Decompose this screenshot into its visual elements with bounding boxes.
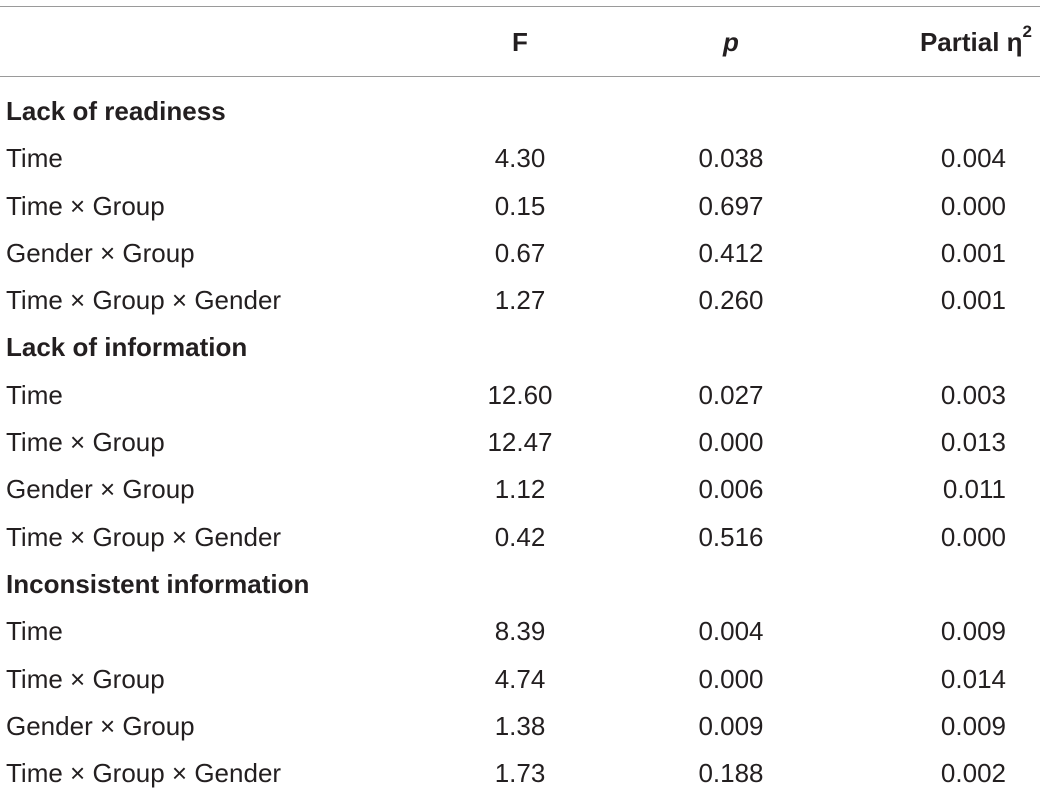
row-f: 1.73 <box>494 758 546 789</box>
row-label: Time × Group × Gender <box>6 521 282 552</box>
table-row: Time 12.60 0.027 0.003 <box>0 373 1040 420</box>
row-label: Gender × Group <box>6 710 195 741</box>
table-row: Time × Group × Gender 1.73 0.188 0.002 <box>0 751 1040 798</box>
row-f: 12.47 <box>487 427 553 458</box>
table-row: Time 8.39 0.004 0.009 <box>0 609 1040 656</box>
header-eta-base: Partial η <box>919 27 1023 57</box>
table-row: Time × Group 4.74 0.000 0.014 <box>0 657 1040 704</box>
header-p: p <box>723 27 739 57</box>
table-row: Gender × Group 1.38 0.009 0.009 <box>0 704 1040 751</box>
row-f: 4.74 <box>494 663 546 694</box>
section-title: Inconsistent information <box>6 568 310 599</box>
table-row: Time × Group × Gender 1.27 0.260 0.001 <box>0 278 1040 325</box>
row-label: Time <box>6 379 63 410</box>
row-f: 0.67 <box>494 237 546 268</box>
row-p: 0.000 <box>698 427 764 458</box>
row-p: 0.188 <box>698 758 764 789</box>
row-eta: 0.014 <box>940 663 1006 694</box>
row-eta: 0.003 <box>940 379 1006 410</box>
row-p: 0.009 <box>698 710 764 741</box>
row-eta: 0.000 <box>940 190 1006 221</box>
row-eta: 0.004 <box>940 143 1006 174</box>
row-f: 1.12 <box>494 474 546 505</box>
table-row: Gender × Group 1.12 0.006 0.011 <box>0 467 1040 514</box>
row-p: 0.006 <box>698 474 764 505</box>
table-row: Time × Group × Gender 0.42 0.516 0.000 <box>0 515 1040 562</box>
header-partial-eta: Partial η2 <box>920 20 1032 64</box>
top-rule <box>0 6 1040 7</box>
row-label: Time × Group × Gender <box>6 285 282 316</box>
header-f: F <box>512 27 528 57</box>
section-title-row: Lack of readiness <box>0 89 1040 136</box>
table-row: Time × Group 0.15 0.697 0.000 <box>0 184 1040 231</box>
row-eta: 0.000 <box>940 521 1006 552</box>
header-rule <box>0 76 1040 77</box>
row-p: 0.697 <box>698 190 764 221</box>
row-label: Time × Group × Gender <box>6 758 282 789</box>
section-title-row: Lack of information <box>0 325 1040 372</box>
header-eta-sup: 2 <box>1022 22 1032 42</box>
row-f: 8.39 <box>494 616 546 647</box>
row-eta: 0.002 <box>940 758 1006 789</box>
row-p: 0.516 <box>698 521 764 552</box>
row-eta: 0.001 <box>940 285 1006 316</box>
table-header: F p Partial η2 <box>0 20 1040 64</box>
row-f: 0.15 <box>494 190 546 221</box>
row-f: 12.60 <box>487 379 553 410</box>
section-title: Lack of readiness <box>6 96 226 126</box>
row-label: Time × Group <box>6 427 165 458</box>
row-label: Gender × Group <box>6 237 195 268</box>
row-label: Time <box>6 143 63 174</box>
table-row: Time 4.30 0.038 0.004 <box>0 136 1040 183</box>
row-f: 1.38 <box>494 710 546 741</box>
row-eta: 0.013 <box>940 427 1006 458</box>
row-f: 1.27 <box>494 285 546 316</box>
section-title-row: Inconsistent information <box>0 562 1040 609</box>
row-p: 0.260 <box>698 285 764 316</box>
row-p: 0.004 <box>698 616 764 647</box>
row-label: Time <box>6 616 63 647</box>
row-f: 4.30 <box>494 143 546 174</box>
row-eta: 0.009 <box>940 616 1006 647</box>
row-eta: 0.009 <box>940 710 1006 741</box>
row-label: Time × Group <box>6 663 165 694</box>
row-label: Gender × Group <box>6 474 195 505</box>
row-p: 0.000 <box>698 663 764 694</box>
row-eta: 0.011 <box>942 474 1006 505</box>
table-body: Lack of readiness Time 4.30 0.038 0.004 … <box>0 89 1040 798</box>
row-p: 0.027 <box>698 379 764 410</box>
row-eta: 0.001 <box>940 237 1006 268</box>
section-title: Lack of information <box>6 332 248 363</box>
table-row: Gender × Group 0.67 0.412 0.001 <box>0 231 1040 278</box>
row-f: 0.42 <box>494 521 546 552</box>
row-label: Time × Group <box>6 190 165 221</box>
row-p: 0.412 <box>698 237 764 268</box>
table-row: Time × Group 12.47 0.000 0.013 <box>0 420 1040 467</box>
row-p: 0.038 <box>698 143 764 174</box>
